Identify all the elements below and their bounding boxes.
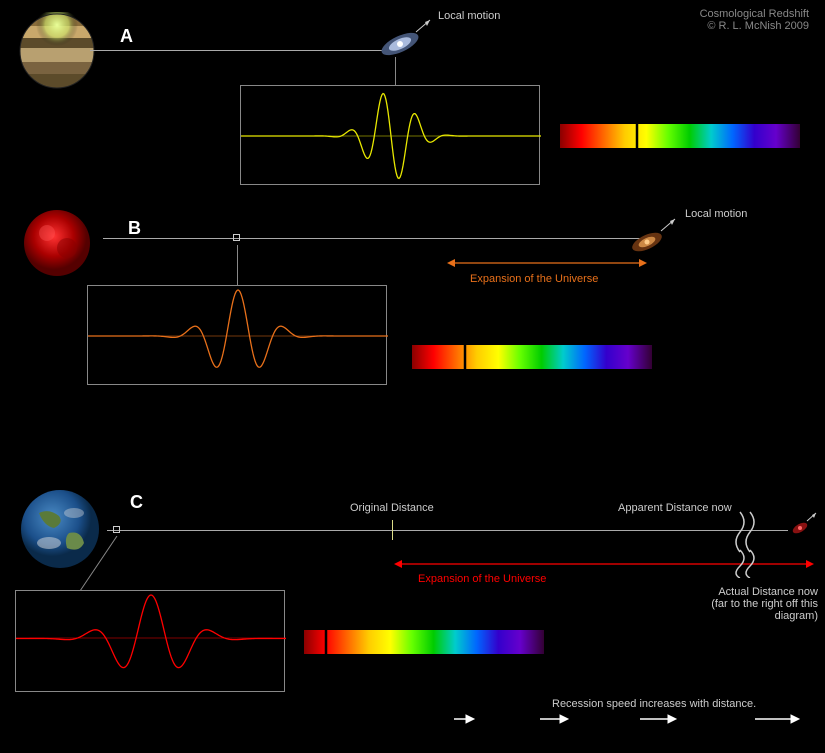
- label-a: A: [120, 26, 133, 47]
- expansion-text-b: Expansion of the Universe: [470, 273, 598, 285]
- connector-c: [75, 536, 135, 596]
- label-b: B: [128, 218, 141, 239]
- connector-a: [395, 57, 396, 85]
- credit-block: Cosmological Redshift © R. L. McNish 200…: [700, 8, 809, 32]
- galaxy-b: [625, 214, 685, 254]
- local-motion-a: Local motion: [438, 10, 500, 22]
- orig-dist-mark: [392, 520, 393, 540]
- line-c: [107, 530, 788, 531]
- app-dist-text: Apparent Distance now: [618, 502, 732, 514]
- wave-b: [88, 286, 388, 386]
- marker-b: [233, 234, 240, 241]
- planet-b: [22, 208, 92, 278]
- line-a: [90, 50, 395, 51]
- label-c: C: [130, 492, 143, 513]
- line-b: [103, 238, 640, 239]
- galaxy-a: [378, 16, 438, 56]
- wave-c: [16, 591, 286, 686]
- spectrum-b: [412, 345, 652, 369]
- expansion-text-c: Expansion of the Universe: [418, 573, 546, 585]
- local-motion-b: Local motion: [685, 208, 747, 220]
- expansion-arrow-b: [447, 256, 647, 270]
- spectrum-a: [560, 124, 800, 148]
- break-mark-2: [732, 548, 762, 578]
- galaxy-c: [790, 510, 820, 540]
- recession-arrows: [440, 712, 820, 726]
- wave-a: [241, 86, 541, 186]
- planet-a: [18, 12, 96, 90]
- marker-c: [113, 526, 120, 533]
- credit-copyright: © R. L. McNish 2009: [700, 20, 809, 32]
- wave-box-a: [240, 85, 540, 185]
- actual-dist-text: Actual Distance now (far to the right of…: [688, 586, 818, 622]
- spectrum-c: [304, 630, 544, 654]
- wave-box-b: [87, 285, 387, 385]
- credit-title: Cosmological Redshift: [700, 8, 809, 20]
- recession-text: Recession speed increases with distance.: [552, 698, 756, 710]
- orig-dist-text: Original Distance: [350, 502, 434, 514]
- wave-box-c: [15, 590, 285, 692]
- connector-b: [237, 245, 238, 285]
